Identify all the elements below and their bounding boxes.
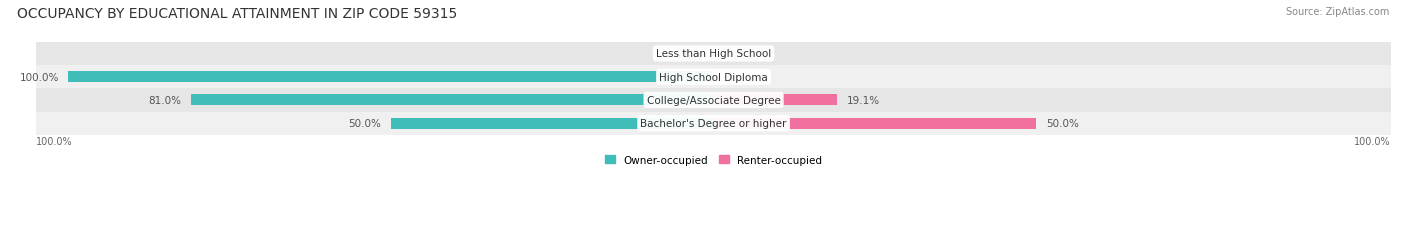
Bar xyxy=(37,112,1391,135)
Bar xyxy=(714,118,1036,129)
Text: Source: ZipAtlas.com: Source: ZipAtlas.com xyxy=(1285,7,1389,17)
Bar xyxy=(714,95,837,106)
Bar xyxy=(69,72,714,83)
Text: 0.0%: 0.0% xyxy=(675,49,700,59)
Legend: Owner-occupied, Renter-occupied: Owner-occupied, Renter-occupied xyxy=(605,155,823,165)
Bar xyxy=(37,89,1391,112)
Text: 50.0%: 50.0% xyxy=(349,119,381,129)
Text: 100.0%: 100.0% xyxy=(37,136,73,146)
Bar xyxy=(37,66,1391,89)
Text: 50.0%: 50.0% xyxy=(1046,119,1078,129)
Text: College/Associate Degree: College/Associate Degree xyxy=(647,95,780,106)
Text: 100.0%: 100.0% xyxy=(1354,136,1391,146)
Text: Bachelor's Degree or higher: Bachelor's Degree or higher xyxy=(640,119,787,129)
Text: OCCUPANCY BY EDUCATIONAL ATTAINMENT IN ZIP CODE 59315: OCCUPANCY BY EDUCATIONAL ATTAINMENT IN Z… xyxy=(17,7,457,21)
Text: 100.0%: 100.0% xyxy=(20,72,59,82)
Text: 0.0%: 0.0% xyxy=(727,72,752,82)
Text: 19.1%: 19.1% xyxy=(846,95,880,106)
Text: 0.0%: 0.0% xyxy=(727,49,752,59)
Text: Less than High School: Less than High School xyxy=(657,49,772,59)
Bar xyxy=(37,43,1391,66)
Bar xyxy=(391,118,714,129)
Text: High School Diploma: High School Diploma xyxy=(659,72,768,82)
Text: 81.0%: 81.0% xyxy=(149,95,181,106)
Bar xyxy=(191,95,714,106)
